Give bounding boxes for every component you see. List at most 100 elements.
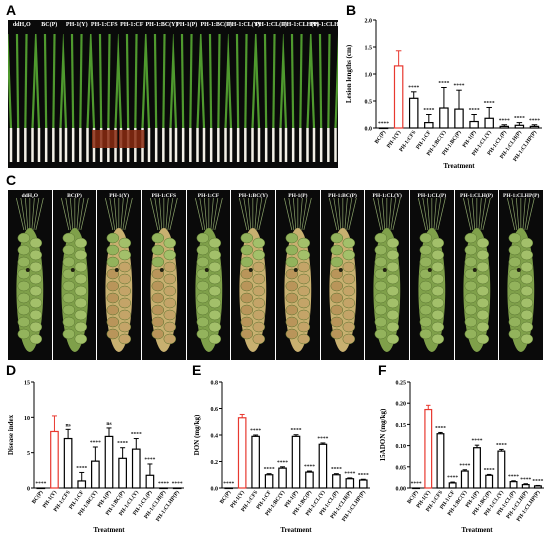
spikelet	[151, 328, 165, 340]
spikelet	[342, 237, 355, 249]
spikelet	[508, 256, 522, 268]
seedling-leaf	[200, 33, 205, 129]
spikelet	[62, 244, 75, 256]
spikelet	[520, 321, 534, 333]
seedling-leaf	[278, 33, 283, 129]
awn	[392, 197, 402, 231]
spikelet	[431, 333, 445, 345]
wheat-head-label: PH-1:CFS	[151, 193, 177, 199]
spikelet	[240, 280, 254, 292]
spikelet	[118, 321, 132, 333]
bar	[499, 125, 510, 129]
awn	[516, 197, 520, 231]
spikelet	[285, 328, 299, 340]
awn	[243, 197, 250, 231]
bar	[378, 127, 389, 130]
spikelet	[431, 285, 445, 297]
spikelet	[240, 256, 254, 268]
spikelet	[520, 237, 534, 249]
spikelet	[106, 256, 120, 268]
spikelet	[118, 297, 132, 309]
awn	[303, 197, 312, 231]
seedling-drawing	[310, 33, 338, 162]
panel-letter-b: B	[346, 2, 357, 18]
wheat-head-drawing	[417, 197, 446, 352]
bar	[454, 108, 464, 129]
wheat-head-cell: PH-1:CLHP(P)	[499, 190, 544, 360]
awn	[31, 197, 35, 231]
bar	[318, 443, 328, 489]
seedling-leaf	[306, 33, 311, 129]
seedling-cell: ddH₂O	[8, 20, 36, 168]
wheat-head-label: PH-1(Y)	[109, 193, 130, 199]
seedling-cell: PH-1:CFS	[90, 20, 118, 168]
spikelet	[297, 321, 311, 333]
spikelet	[163, 249, 177, 261]
spikelet	[252, 261, 266, 273]
wheat-head-drawing	[373, 197, 402, 352]
seedling-drawing	[90, 33, 118, 162]
awn	[80, 197, 89, 231]
spikelet	[508, 316, 522, 328]
spikelet	[297, 333, 311, 345]
inoculation-point	[70, 268, 75, 272]
significance-label: ns	[106, 421, 111, 427]
spikelet	[252, 237, 266, 249]
significance-label: ****	[358, 472, 369, 478]
spikelet	[163, 261, 177, 273]
seedling-leaf	[235, 33, 240, 129]
significance-label: ****	[90, 440, 101, 446]
y-tick-label: 0.2	[211, 460, 219, 466]
significance-label: ****	[529, 118, 540, 124]
y-tick-label: 0.0	[365, 127, 373, 133]
spikelet	[330, 232, 343, 244]
spikelet	[342, 321, 355, 333]
seedling-cell: PH-1:CLHP(P)	[310, 20, 338, 168]
seedling-drawing	[8, 33, 36, 162]
spikelet	[106, 244, 120, 256]
seedling-leaf	[118, 33, 123, 129]
awn	[382, 197, 386, 231]
spikelet	[520, 297, 534, 309]
awn	[15, 197, 25, 231]
spikelet	[464, 256, 477, 268]
spikelet	[386, 249, 400, 261]
spikelet	[74, 333, 87, 345]
spikelet	[342, 249, 355, 261]
spikelet	[74, 285, 87, 297]
y-tick-label: 0.8	[211, 381, 219, 387]
seedling-label: PH-1:BC(Y)	[145, 22, 178, 28]
y-tick-label: 5	[27, 451, 30, 457]
significance-label: ns	[65, 422, 70, 428]
spikelet	[285, 304, 299, 316]
awn	[114, 197, 118, 231]
spikelet	[17, 316, 31, 328]
awn	[471, 197, 475, 231]
spikelet	[29, 273, 43, 285]
spikelet	[297, 249, 311, 261]
spikelet	[208, 273, 221, 285]
awn	[210, 197, 214, 231]
spikelet	[163, 297, 177, 309]
spikelet	[208, 285, 221, 297]
spikelet	[252, 285, 266, 297]
spikelet	[431, 261, 445, 273]
bar	[264, 474, 274, 489]
wheat-head-drawing	[462, 197, 491, 352]
seedling-leaf	[98, 33, 102, 129]
wheat-head-label: PH-1:CL(Y)	[372, 193, 402, 199]
spikelet	[17, 304, 31, 316]
seedling-label: ddH₂O	[12, 22, 31, 28]
significance-label: ****	[344, 471, 355, 477]
seedling-leaf	[310, 33, 315, 129]
seedling-leaf	[35, 33, 40, 129]
spikelet	[151, 232, 165, 244]
seedling-leaf	[125, 33, 130, 129]
spikelet	[285, 292, 299, 304]
seedling-leaf	[283, 33, 288, 129]
seedling-leaf	[326, 33, 331, 129]
spikelet	[240, 232, 254, 244]
spikelet	[29, 249, 43, 261]
spikelet	[29, 321, 43, 333]
inoculation-point	[293, 268, 298, 272]
